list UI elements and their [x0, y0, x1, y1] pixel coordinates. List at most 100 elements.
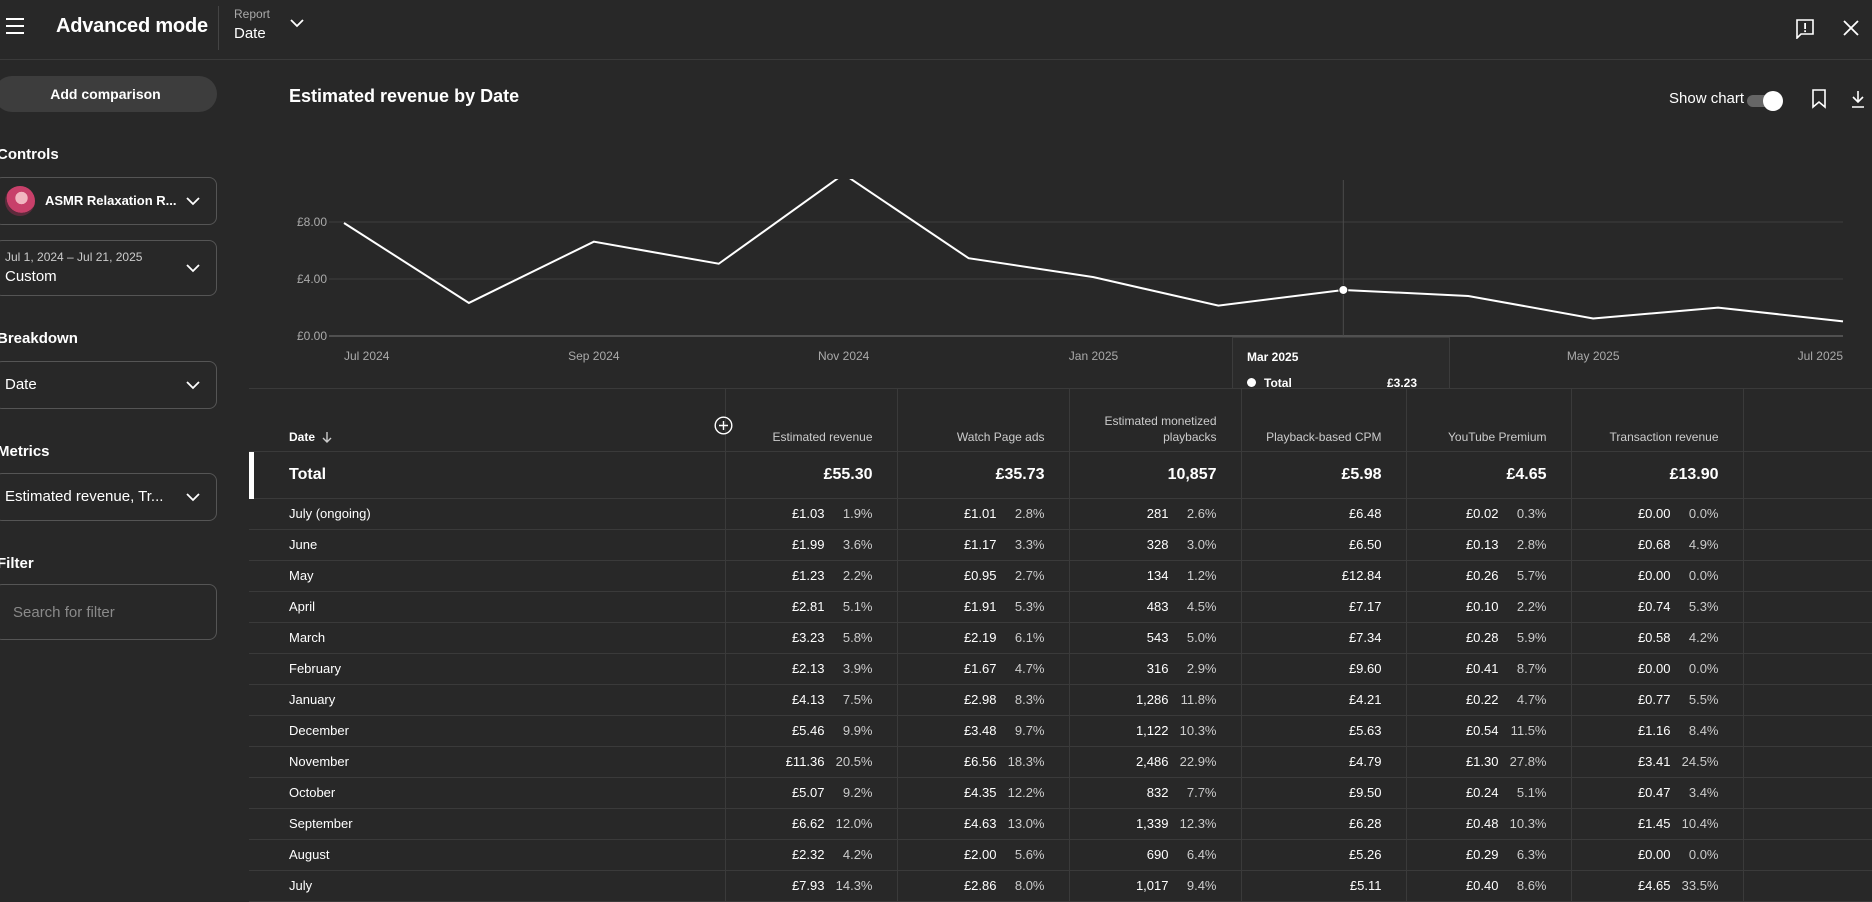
cell-percent: 4.2%	[1688, 630, 1719, 645]
table-cell: 483 4.5%	[1068, 591, 1241, 623]
cell-percent: 5.3%	[1014, 599, 1045, 614]
table-cell: £0.13 2.8%	[1405, 529, 1571, 561]
row-label: May	[249, 560, 725, 592]
table-cell: 1,339 12.3%	[1068, 808, 1241, 840]
close-icon[interactable]	[1842, 19, 1860, 37]
table-row[interactable]: February £2.13 3.9% £1.67 4.7% 316 2.9% £9.60 £0…	[249, 653, 1872, 685]
x-tick-label: May 2025	[1567, 349, 1620, 363]
tooltip-date: Mar 2025	[1247, 350, 1299, 364]
x-tick-label: Jul 2024	[344, 349, 390, 363]
feedback-icon[interactable]	[1796, 19, 1814, 39]
app-title: Advanced mode	[56, 15, 208, 37]
total-value: £35.73	[896, 451, 1069, 499]
table-row[interactable]: July (ongoing) £1.03 1.9% £1.01 2.8% 281 2.6% £…	[249, 498, 1872, 530]
cell-percent: 9.9%	[842, 723, 873, 738]
menu-icon[interactable]	[6, 18, 24, 34]
table-cell: £0.00 0.0%	[1570, 839, 1743, 871]
metrics-label: Metrics	[0, 443, 50, 460]
table-cell: £0.58 4.2%	[1570, 622, 1743, 654]
series-line-total	[343, 179, 1844, 323]
bookmark-icon[interactable]	[1811, 89, 1827, 109]
chevron-down-icon[interactable]	[290, 18, 304, 28]
cell-value: £0.13	[1465, 537, 1499, 552]
show-chart-toggle[interactable]	[1747, 90, 1783, 111]
table-cell: £4.79	[1240, 746, 1406, 778]
table-cell: £4.63 13.0%	[896, 808, 1069, 840]
cell-value: £0.47	[1637, 785, 1671, 800]
cell-percent: 4.7%	[1014, 661, 1045, 676]
avatar	[5, 186, 35, 216]
table-row[interactable]: January £4.13 7.5% £2.98 8.3% 1,286 11.8% £4.21…	[249, 684, 1872, 716]
cell-percent: 2.8%	[1516, 537, 1547, 552]
table-row[interactable]: October £5.07 9.2% £4.35 12.2% 832 7.7% £9.50 £0…	[249, 777, 1872, 809]
cell-value: £3.48	[963, 723, 997, 738]
cell-value: £0.00	[1637, 847, 1671, 862]
table-row[interactable]: May £1.23 2.2% £0.95 2.7% 134 1.2% £12.84 £0.26 5…	[249, 560, 1872, 592]
table-row[interactable]: April £2.81 5.1% £1.91 5.3% 483 4.5% £7.17 £0.10…	[249, 591, 1872, 623]
column-header[interactable]: Estimated revenue	[724, 389, 897, 452]
table-row[interactable]: November £11.36 20.5% £6.56 18.3% 2,486 22.9% £…	[249, 746, 1872, 778]
chart-tooltip: Mar 2025 Total £3.23	[1232, 337, 1450, 389]
row-label: November	[249, 746, 725, 778]
channel-selector[interactable]: ASMR Relaxation R...	[0, 177, 217, 225]
cell-percent: 4.5%	[1186, 599, 1217, 614]
top-bar: Advanced mode Report Date	[0, 0, 1872, 60]
table-row[interactable]: July £7.93 14.3% £2.86 8.0% 1,017 9.4% £5.11 £0.…	[249, 870, 1872, 902]
date-range-selector[interactable]: Jul 1, 2024 – Jul 21, 2025 Custom	[0, 240, 217, 296]
cell-value: £6.50	[1348, 537, 1382, 552]
cell-percent: 5.8%	[842, 630, 873, 645]
table-cell: £6.50	[1240, 529, 1406, 561]
column-header[interactable]: Estimated monetized playbacks	[1068, 389, 1241, 452]
cell-value: £4.35	[963, 785, 997, 800]
table-row[interactable]: June £1.99 3.6% £1.17 3.3% 328 3.0% £6.50 £0.13 2…	[249, 529, 1872, 561]
column-header[interactable]: Transaction revenue	[1570, 389, 1743, 452]
metrics-selector[interactable]: Estimated revenue, Tr...	[0, 473, 217, 521]
filter-search-input[interactable]	[0, 584, 217, 640]
cell-percent: 6.1%	[1014, 630, 1045, 645]
cell-percent: 24.5%	[1681, 754, 1719, 769]
cell-percent: 2.9%	[1186, 661, 1217, 676]
add-column-icon[interactable]	[714, 416, 733, 435]
cell-value: £0.00	[1637, 661, 1671, 676]
column-header[interactable]: Playback-based CPM	[1240, 389, 1406, 452]
cell-percent: 10.3%	[1179, 723, 1217, 738]
tooltip-series-name: Total	[1264, 376, 1292, 389]
hovered-data-point[interactable]	[1338, 284, 1349, 295]
cell-percent: 5.3%	[1688, 599, 1719, 614]
cell-percent: 8.7%	[1516, 661, 1547, 676]
report-selector[interactable]: Report Date	[234, 7, 270, 42]
cell-value: £6.28	[1348, 816, 1382, 831]
arrow-down-icon[interactable]	[321, 431, 333, 443]
table-cell: £1.01 2.8%	[896, 498, 1069, 530]
breakdown-selector[interactable]: Date	[0, 361, 217, 409]
empty-cell	[1742, 715, 1872, 747]
cell-value: £2.19	[963, 630, 997, 645]
download-icon[interactable]	[1850, 89, 1866, 109]
column-header[interactable]: Watch Page ads	[896, 389, 1069, 452]
table-row[interactable]: August £2.32 4.2% £2.00 5.6% 690 6.4% £5.26 £0.2…	[249, 839, 1872, 871]
total-value: 10,857	[1068, 451, 1241, 499]
cell-percent: 7.7%	[1186, 785, 1217, 800]
cell-percent: 3.6%	[842, 537, 873, 552]
cell-percent: 5.6%	[1014, 847, 1045, 862]
cell-value: £0.02	[1465, 506, 1499, 521]
metrics-value: Estimated revenue, Tr...	[5, 488, 164, 505]
column-header[interactable]: YouTube Premium	[1405, 389, 1571, 452]
table-cell: £1.17 3.3%	[896, 529, 1069, 561]
chevron-down-icon	[186, 381, 200, 390]
cell-value: £1.03	[791, 506, 825, 521]
y-tick-label: £8.00	[297, 215, 327, 229]
table-cell: £0.95 2.7%	[896, 560, 1069, 592]
add-comparison-button[interactable]: Add comparison	[0, 76, 217, 112]
table-cell: £2.86 8.0%	[896, 870, 1069, 902]
date-column-header[interactable]: Date	[249, 389, 733, 452]
sidebar: Add comparison Controls ASMR Relaxation …	[0, 60, 218, 902]
cell-percent: 33.5%	[1681, 878, 1719, 893]
x-tick-label: Sep 2024	[568, 349, 620, 363]
table-row[interactable]: March £3.23 5.8% £2.19 6.1% 543 5.0% £7.34 £0.28…	[249, 622, 1872, 654]
table-row[interactable]: December £5.46 9.9% £3.48 9.7% 1,122 10.3% £5.6…	[249, 715, 1872, 747]
table-cell: £2.81 5.1%	[724, 591, 897, 623]
total-value: £4.65	[1405, 451, 1571, 499]
table-cell: 328 3.0%	[1068, 529, 1241, 561]
table-row[interactable]: September £6.62 12.0% £4.63 13.0% 1,339 12.3% £…	[249, 808, 1872, 840]
